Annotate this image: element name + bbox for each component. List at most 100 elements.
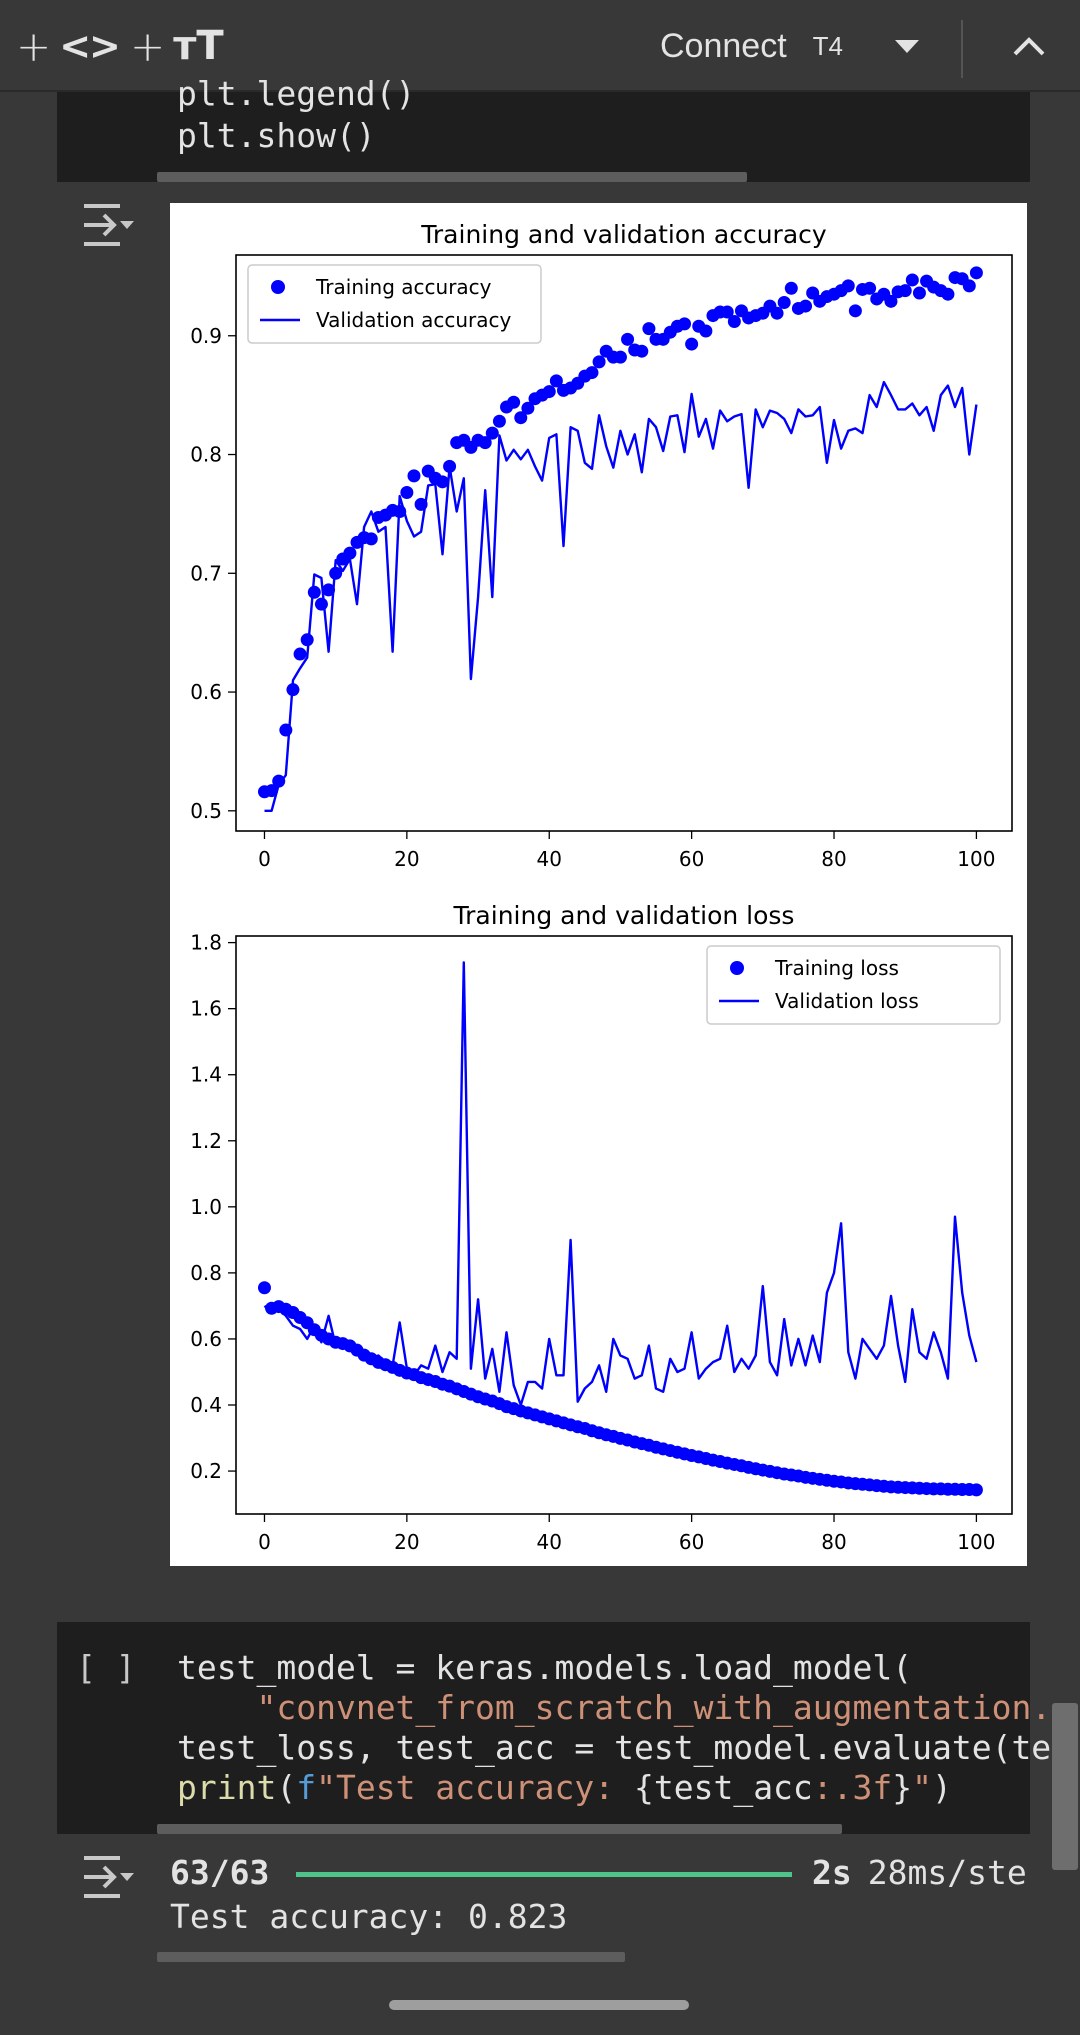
data-point [969,1483,983,1497]
y-tick-label: 0.8 [190,1261,222,1285]
y-tick-label: 0.4 [190,1393,222,1417]
y-tick-label: 1.8 [190,931,222,955]
horizontal-scrollbar[interactable] [157,172,747,182]
code-line: test_model = keras.models.load_model( [177,1648,913,1687]
code-indent [177,1688,256,1727]
data-point [300,633,314,647]
y-tick-label: 0.9 [190,324,222,348]
legend-label: Training accuracy [315,275,492,299]
data-point [492,414,506,428]
x-tick-label: 20 [394,1530,419,1554]
collapse-button[interactable] [1012,18,1046,74]
run-cell-brackets[interactable]: [ ] [76,1648,136,1687]
y-tick-label: 1.0 [190,1195,222,1219]
vertical-scrollbar[interactable] [1052,1703,1078,1870]
progress-count: 63/63 [170,1853,270,1892]
data-point [635,344,649,358]
step-rate: 28ms/ste [867,1853,1027,1892]
data-point [777,296,791,310]
x-tick-label: 0 [258,1530,271,1554]
data-point [407,469,421,483]
legend-label: Training loss [774,956,899,980]
data-point [962,279,976,293]
chart-title: Training and validation accuracy [420,220,827,249]
x-tick-label: 60 [679,1530,704,1554]
data-point [521,401,535,415]
data-point [400,486,414,500]
y-tick-label: 0.7 [190,561,222,585]
toolbar-divider [961,20,963,78]
data-point [621,332,635,346]
code-string: "convnet_from_scratch_with_augmentation. [256,1688,1052,1727]
series-line [263,961,978,1407]
code-function: print [177,1768,277,1807]
progress-track [296,1872,792,1877]
code-paren: ( [276,1768,297,1807]
data-point [435,475,449,489]
x-tick-label: 20 [394,847,419,871]
x-tick-label: 100 [957,847,995,871]
code-string: " [912,1768,933,1807]
top-toolbar: + <> + тT Connect T4 [0,0,1080,92]
data-point [841,279,855,293]
data-point [678,317,692,331]
code-format-spec: :.3f [812,1768,893,1807]
x-tick-label: 80 [821,847,846,871]
connect-button[interactable]: Connect T4 [660,18,843,74]
legend-box [247,264,542,344]
x-tick-label: 40 [537,847,562,871]
runtime-dropdown-button[interactable] [893,18,921,74]
data-point [884,294,898,308]
data-point [272,774,286,788]
add-text-button[interactable]: + тT [130,18,224,74]
code-cell-evaluate[interactable]: test_model = keras.models.load_model( "c… [57,1622,1051,1834]
data-point [478,436,492,450]
series-line [264,380,978,812]
y-tick-label: 0.5 [190,799,222,823]
legend-label: Validation loss [775,989,919,1013]
y-tick-label: 0.6 [190,1327,222,1351]
connect-label: Connect [660,26,787,65]
plot-frame [235,935,1013,1515]
data-point [343,546,357,560]
test-accuracy-output: Test accuracy: 0.823 [170,1897,568,1936]
progress-bar [296,1872,792,1877]
y-tick-label: 1.4 [190,1063,222,1087]
code-line: test_loss, test_acc = test_model.evaluat… [177,1728,1052,1767]
plus-icon: + [16,21,52,71]
x-tick-label: 100 [957,1530,995,1554]
chevron-up-icon [1013,37,1045,56]
home-indicator[interactable] [389,2000,689,2010]
code-paren: ) [932,1768,952,1807]
chevron-down-icon [895,40,919,53]
data-point [364,532,378,546]
y-tick-label: 0.6 [190,680,222,704]
horizontal-scrollbar[interactable] [157,1824,842,1834]
data-point [898,284,912,298]
horizontal-scrollbar[interactable] [157,1952,625,1962]
data-point [549,374,563,388]
code-string: "Test accuracy: [316,1768,634,1807]
output-toggle-icon[interactable] [80,1852,136,1902]
data-point [257,1281,271,1295]
data-point [314,597,328,611]
text-format-icon: тT [173,23,224,69]
legend-label: Validation accuracy [316,308,512,332]
code-cell-plot[interactable]: plt.legend() plt.show() [57,74,1030,182]
data-point [514,411,528,425]
data-point [727,315,741,329]
data-point [592,355,606,369]
legend-box [706,945,1001,1025]
code-line: plt.legend() [177,74,416,113]
runtime-label: T4 [812,30,843,61]
y-tick-label: 1.6 [190,997,222,1021]
output-toggle-icon[interactable] [80,200,136,250]
legend-marker [271,280,285,294]
code-line: "convnet_from_scratch_with_augmentation. [177,1688,1051,1727]
add-code-button[interactable]: + <> [16,18,121,74]
data-point [941,287,955,301]
data-point [265,784,279,798]
code-line: plt.show() [177,116,376,155]
legend-marker [730,961,744,975]
progress-timing: 2s 28ms/ste [812,1853,1030,1897]
